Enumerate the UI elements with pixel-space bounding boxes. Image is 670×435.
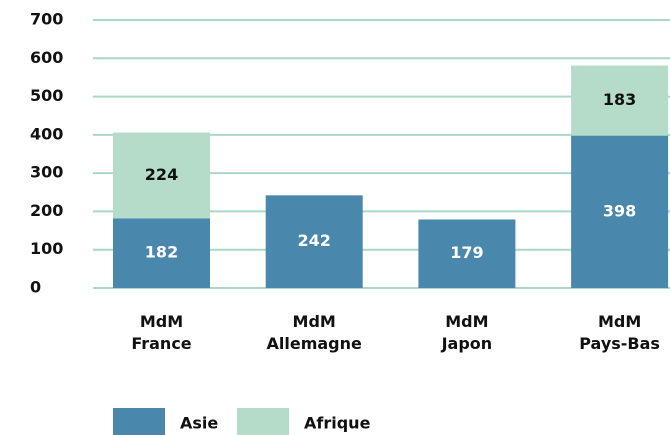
data-label: 183 xyxy=(603,90,636,109)
y-tick-label: 500 xyxy=(30,86,63,105)
y-tick-label: 0 xyxy=(30,278,41,297)
y-tick-label: 400 xyxy=(30,124,63,143)
bar-segment xyxy=(113,132,210,219)
x-tick-line: Pays-Bas xyxy=(579,334,660,353)
y-tick-label: 600 xyxy=(30,48,63,67)
data-label: 224 xyxy=(145,165,178,184)
legend-label: Asie xyxy=(180,414,218,433)
x-tick-label: MdM Pays-Bas xyxy=(579,312,660,353)
legend-swatch xyxy=(237,408,289,435)
x-tick-label: MdM France xyxy=(131,312,191,353)
x-tick-line: Allemagne xyxy=(267,334,363,353)
x-tick-line: MdM xyxy=(598,312,641,331)
data-label: 242 xyxy=(297,231,330,250)
bar-segment xyxy=(265,195,363,288)
bar-segment xyxy=(571,65,669,136)
bar-segment xyxy=(571,135,669,288)
x-tick-line: Japon xyxy=(441,334,493,353)
legend-swatch xyxy=(113,408,165,435)
y-tick-label: 300 xyxy=(30,163,63,182)
data-label: 398 xyxy=(603,201,636,220)
y-tick-label: 200 xyxy=(30,201,63,220)
x-tick-line: MdM xyxy=(293,312,336,331)
y-tick-label: 700 xyxy=(30,10,63,29)
x-tick-label: MdM Japon xyxy=(441,312,493,353)
x-tick-line: MdM xyxy=(445,312,488,331)
bar-segment xyxy=(418,219,516,288)
data-label: 182 xyxy=(145,243,178,262)
bar-segment xyxy=(113,218,210,288)
data-label: 179 xyxy=(450,243,483,262)
legend-label: Afrique xyxy=(304,414,371,433)
x-tick-label: MdM Allemagne xyxy=(267,312,363,353)
y-tick-label: 100 xyxy=(30,239,63,258)
x-tick-line: MdM xyxy=(140,312,183,331)
x-tick-line: France xyxy=(131,334,191,353)
